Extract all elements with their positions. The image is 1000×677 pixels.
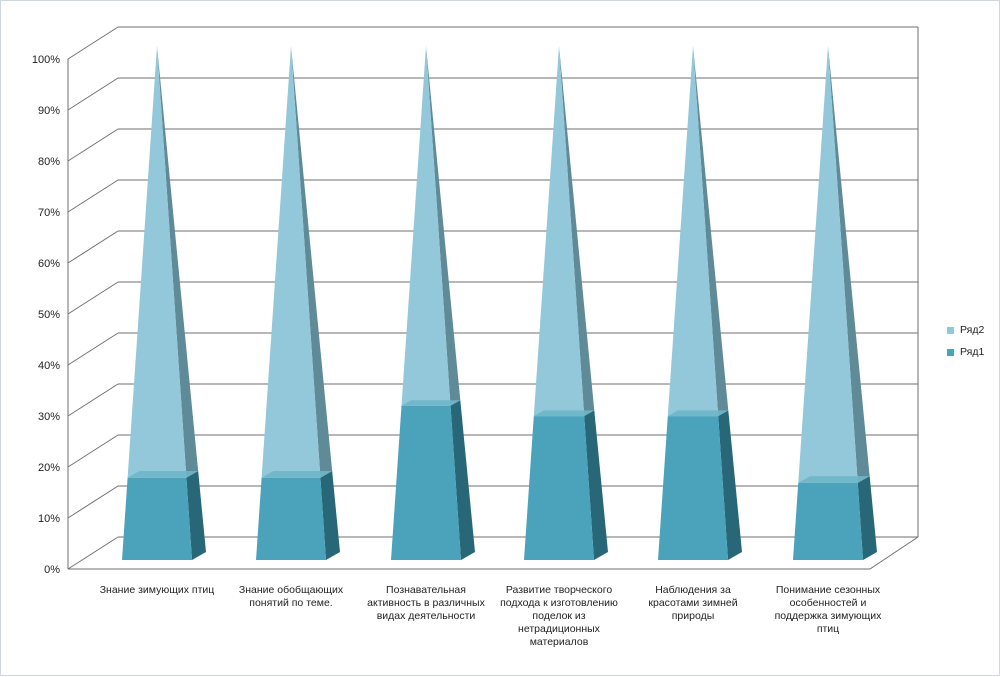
gridline-diagonal (67, 281, 119, 315)
bar-series-1 (391, 405, 461, 560)
bar-series-2 (667, 46, 719, 417)
gridline-diagonal (67, 128, 119, 162)
bar-series-2 (798, 46, 858, 483)
y-tick-label: 10% (38, 513, 60, 525)
bar-series-1 (256, 477, 326, 560)
bar-series-1-top (401, 400, 461, 406)
bar-series-1 (793, 482, 863, 560)
gridline-diagonal (67, 485, 119, 519)
bar-series-1-side (450, 400, 475, 560)
legend-swatch-series-2 (947, 326, 954, 334)
gridline-diagonal (67, 26, 119, 60)
gridline-diagonal (67, 332, 119, 366)
bars-layer (122, 46, 877, 560)
bar-series-2 (261, 46, 321, 478)
bar-series-1-side (718, 410, 742, 560)
y-tick-label: 40% (38, 360, 60, 372)
bar-series-1-side (186, 471, 206, 560)
gridline-diagonal (67, 179, 119, 213)
legend-swatch-series-1 (947, 348, 954, 356)
bar-series-2-side (426, 46, 461, 406)
x-tick-label: Наблюдения за красотами зимней природы (648, 584, 738, 622)
bar-series-1-top (798, 476, 870, 483)
bar-series-1 (658, 416, 728, 560)
gridline-diagonal (67, 383, 119, 417)
bar-series-2 (401, 46, 451, 406)
y-tick-label: 30% (38, 411, 60, 423)
gridline-diagonal (67, 230, 119, 264)
x-tick-label: Понимание сезонных особенностей и поддер… (774, 584, 882, 635)
bar-series-1-side (584, 410, 608, 560)
bar-series-1-top (667, 410, 729, 417)
bar-series-1-top (533, 410, 595, 417)
bar-series-1 (122, 477, 192, 560)
bar-series-2-side (828, 46, 870, 483)
bar-series-1-top (127, 471, 199, 478)
y-tick-label: 70% (38, 207, 60, 219)
bar-series-2-side (157, 46, 199, 478)
gridline-diagonal (67, 434, 119, 468)
y-tick-label: 50% (38, 309, 60, 321)
gridline-diagonal (67, 77, 119, 111)
grid-layer (67, 26, 919, 570)
x-tick-label: Познавательная активность в различных ви… (367, 584, 485, 622)
legend-item-series-1: Ряд1 (947, 345, 984, 359)
legend-label-series-1: Ряд1 (960, 346, 985, 358)
bar-series-1-side (320, 471, 340, 560)
y-tick-label: 60% (38, 258, 60, 270)
bar-series-2-side (291, 46, 333, 478)
x-tick-label: Знание зимующих птиц (99, 584, 215, 596)
bar-series-2 (127, 46, 187, 478)
bar-series-2-side (693, 46, 729, 417)
bar-series-1-side (857, 476, 877, 560)
y-tick-label: 80% (38, 156, 60, 168)
legend-label-series-2: Ряд2 (960, 324, 985, 336)
bar-series-2-side (559, 46, 595, 417)
bar-series-1-top (261, 471, 333, 478)
x-tick-label: Знание обобщающих понятий по теме. (238, 584, 344, 609)
y-tick-label: 20% (38, 462, 60, 474)
bar-series-1 (524, 416, 594, 560)
bar-series-2 (533, 46, 585, 417)
y-tick-label: 90% (38, 105, 60, 117)
floor-right-edge (869, 536, 919, 570)
legend-item-series-2: Ряд2 (947, 323, 984, 337)
x-tick-label: Развитие творческого подхода к изготовле… (500, 584, 618, 648)
y-tick-label: 100% (32, 54, 60, 66)
y-axis: 0% 10% 20% 30% 40% 50% 60% 70% 80% 90% 100% (32, 54, 69, 576)
y-tick-label: 0% (44, 564, 60, 576)
gridline-diagonal (67, 536, 119, 570)
